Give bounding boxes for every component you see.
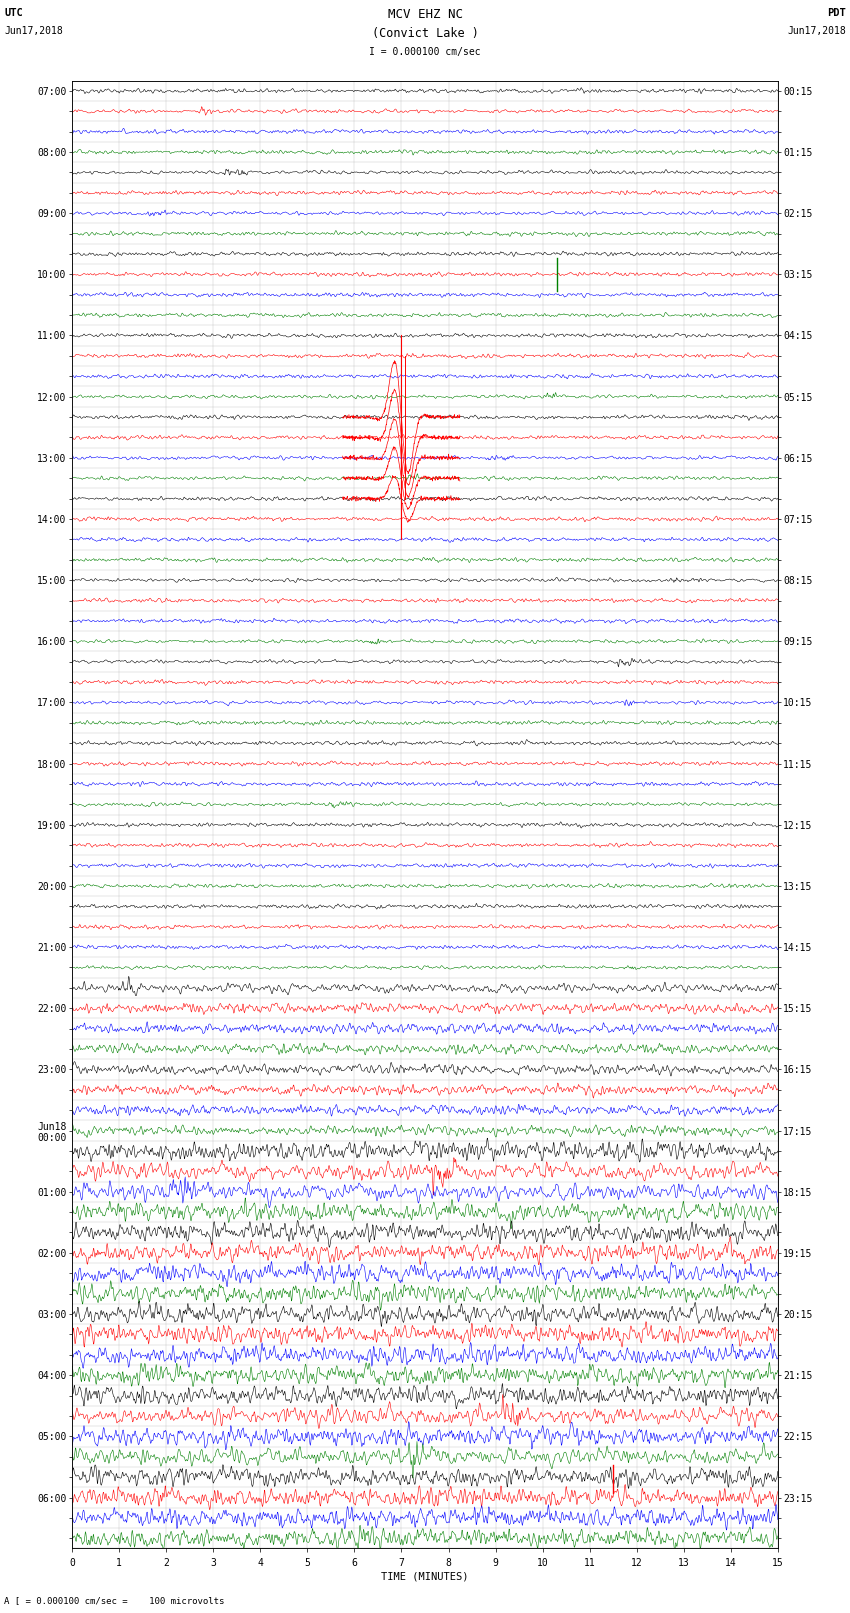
Text: I = 0.000100 cm/sec: I = 0.000100 cm/sec <box>369 47 481 56</box>
Text: (Convict Lake ): (Convict Lake ) <box>371 27 479 40</box>
Text: Jun17,2018: Jun17,2018 <box>787 26 846 35</box>
Text: Jun17,2018: Jun17,2018 <box>4 26 63 35</box>
Text: UTC: UTC <box>4 8 23 18</box>
Text: PDT: PDT <box>827 8 846 18</box>
Text: MCV EHZ NC: MCV EHZ NC <box>388 8 462 21</box>
X-axis label: TIME (MINUTES): TIME (MINUTES) <box>382 1571 468 1582</box>
Text: A [ = 0.000100 cm/sec =    100 microvolts: A [ = 0.000100 cm/sec = 100 microvolts <box>4 1595 224 1605</box>
